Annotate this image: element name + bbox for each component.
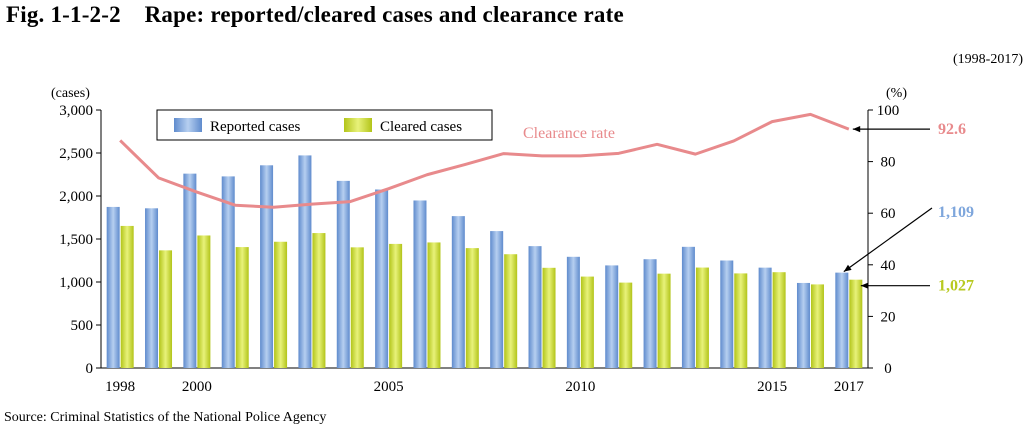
bar-reported: [796, 282, 810, 368]
period-label: (1998-2017): [953, 52, 1023, 67]
legend-swatch-cleared: [344, 118, 372, 132]
bar-cleared: [427, 242, 441, 368]
bar-cleared: [849, 279, 863, 368]
bar-reported: [336, 180, 350, 368]
bar-reported: [145, 208, 159, 368]
x-tick-label: 2010: [565, 379, 595, 395]
y-tick-label-left: 1,500: [59, 232, 93, 248]
y-tick-label-right: 60: [881, 206, 896, 222]
x-tick-label: 2017: [834, 379, 865, 395]
bar-cleared: [542, 267, 556, 368]
bar-reported: [720, 260, 734, 368]
legend-swatch-reported: [174, 118, 202, 132]
bar-reported: [413, 200, 427, 368]
bar-reported: [566, 256, 580, 368]
bar-reported: [605, 265, 619, 368]
y-tick-label-right: 20: [881, 309, 896, 325]
bar-cleared: [465, 248, 479, 368]
bar-reported: [643, 259, 657, 368]
annotations: 92.6 1,109 1,027: [843, 121, 974, 295]
legend-label-cleared: Cleared cases: [380, 119, 462, 135]
source-note: Source: Criminal Statistics of the Natio…: [4, 410, 327, 425]
bar-reported: [490, 231, 504, 368]
bar-cleared: [274, 241, 288, 368]
bar-reported: [183, 173, 197, 368]
legend-box: [156, 109, 493, 141]
bar-cleared: [734, 273, 748, 368]
figure-title: Fig. 1-1-2-2 Rape: reported/cleared case…: [6, 2, 624, 27]
bar-reported: [106, 206, 120, 368]
bar-cleared: [695, 267, 709, 368]
y-tick-label-left: 1,000: [59, 275, 93, 291]
y-tick-label-right: 0: [884, 361, 892, 377]
x-tick-label: 2015: [757, 379, 787, 395]
bar-reported: [260, 165, 274, 368]
bar-cleared: [657, 273, 671, 368]
bar-cleared: [810, 284, 824, 368]
bar-cleared: [197, 235, 211, 368]
labels: 0 500 1,000 1,500 2,000 2,500 3,000 0 20 40 60 80 10…: [51, 86, 907, 395]
annotation-arrow-reported-head: [843, 264, 852, 272]
bar-reported: [375, 189, 389, 368]
bar-cleared: [350, 247, 364, 368]
rate-line: [119, 112, 850, 209]
y-tick-label-left: 2,500: [59, 146, 93, 162]
bar-reported: [758, 267, 772, 368]
y-tick-label-right: 40: [881, 258, 896, 274]
axes: [96, 109, 873, 369]
bar-reported: [298, 155, 312, 368]
annotation-arrow-cleared-head: [860, 282, 869, 289]
rate-line-label: Clearance rate: [523, 125, 615, 142]
y-tick-label-left: 3,000: [59, 103, 93, 119]
bars: [106, 155, 863, 368]
bar-reported: [221, 176, 235, 368]
bar-reported: [681, 246, 695, 368]
bar-cleared: [120, 225, 134, 368]
y-axis-label-left: (cases): [51, 86, 90, 101]
bar-cleared: [772, 272, 786, 368]
bar-reported: [451, 216, 465, 368]
annotation-reported: 1,109: [938, 204, 974, 221]
bar-reported: [835, 272, 849, 368]
annotation-arrow-reported: [843, 207, 933, 273]
bar-cleared: [619, 282, 633, 368]
bar-cleared: [312, 233, 326, 368]
bar-cleared: [235, 247, 249, 368]
x-tick-label: 2005: [374, 379, 404, 395]
bar-cleared: [504, 254, 518, 368]
annotation-arrow-rate-head: [852, 125, 861, 133]
rate-line-path: [119, 112, 850, 209]
y-axis-label-right: (%): [886, 86, 907, 101]
y-tick-label-left: 2,000: [59, 189, 93, 205]
y-tick-label-right: 80: [881, 155, 896, 171]
y-tick-label-left: 500: [71, 318, 94, 334]
x-tick-label: 2000: [182, 379, 212, 395]
bar-cleared: [389, 243, 403, 368]
x-tick-label: 1998: [105, 379, 135, 395]
legend: Reported cases Cleared cases: [156, 109, 493, 141]
annotation-cleared: 1,027: [938, 278, 974, 295]
bar-cleared: [159, 250, 173, 368]
y-tick-label-right: 100: [877, 103, 900, 119]
y-tick-label-left: 0: [86, 361, 94, 377]
bar-reported: [528, 246, 542, 368]
bar-cleared: [580, 276, 594, 368]
annotation-rate: 92.6: [938, 121, 966, 138]
legend-label-reported: Reported cases: [210, 119, 301, 135]
